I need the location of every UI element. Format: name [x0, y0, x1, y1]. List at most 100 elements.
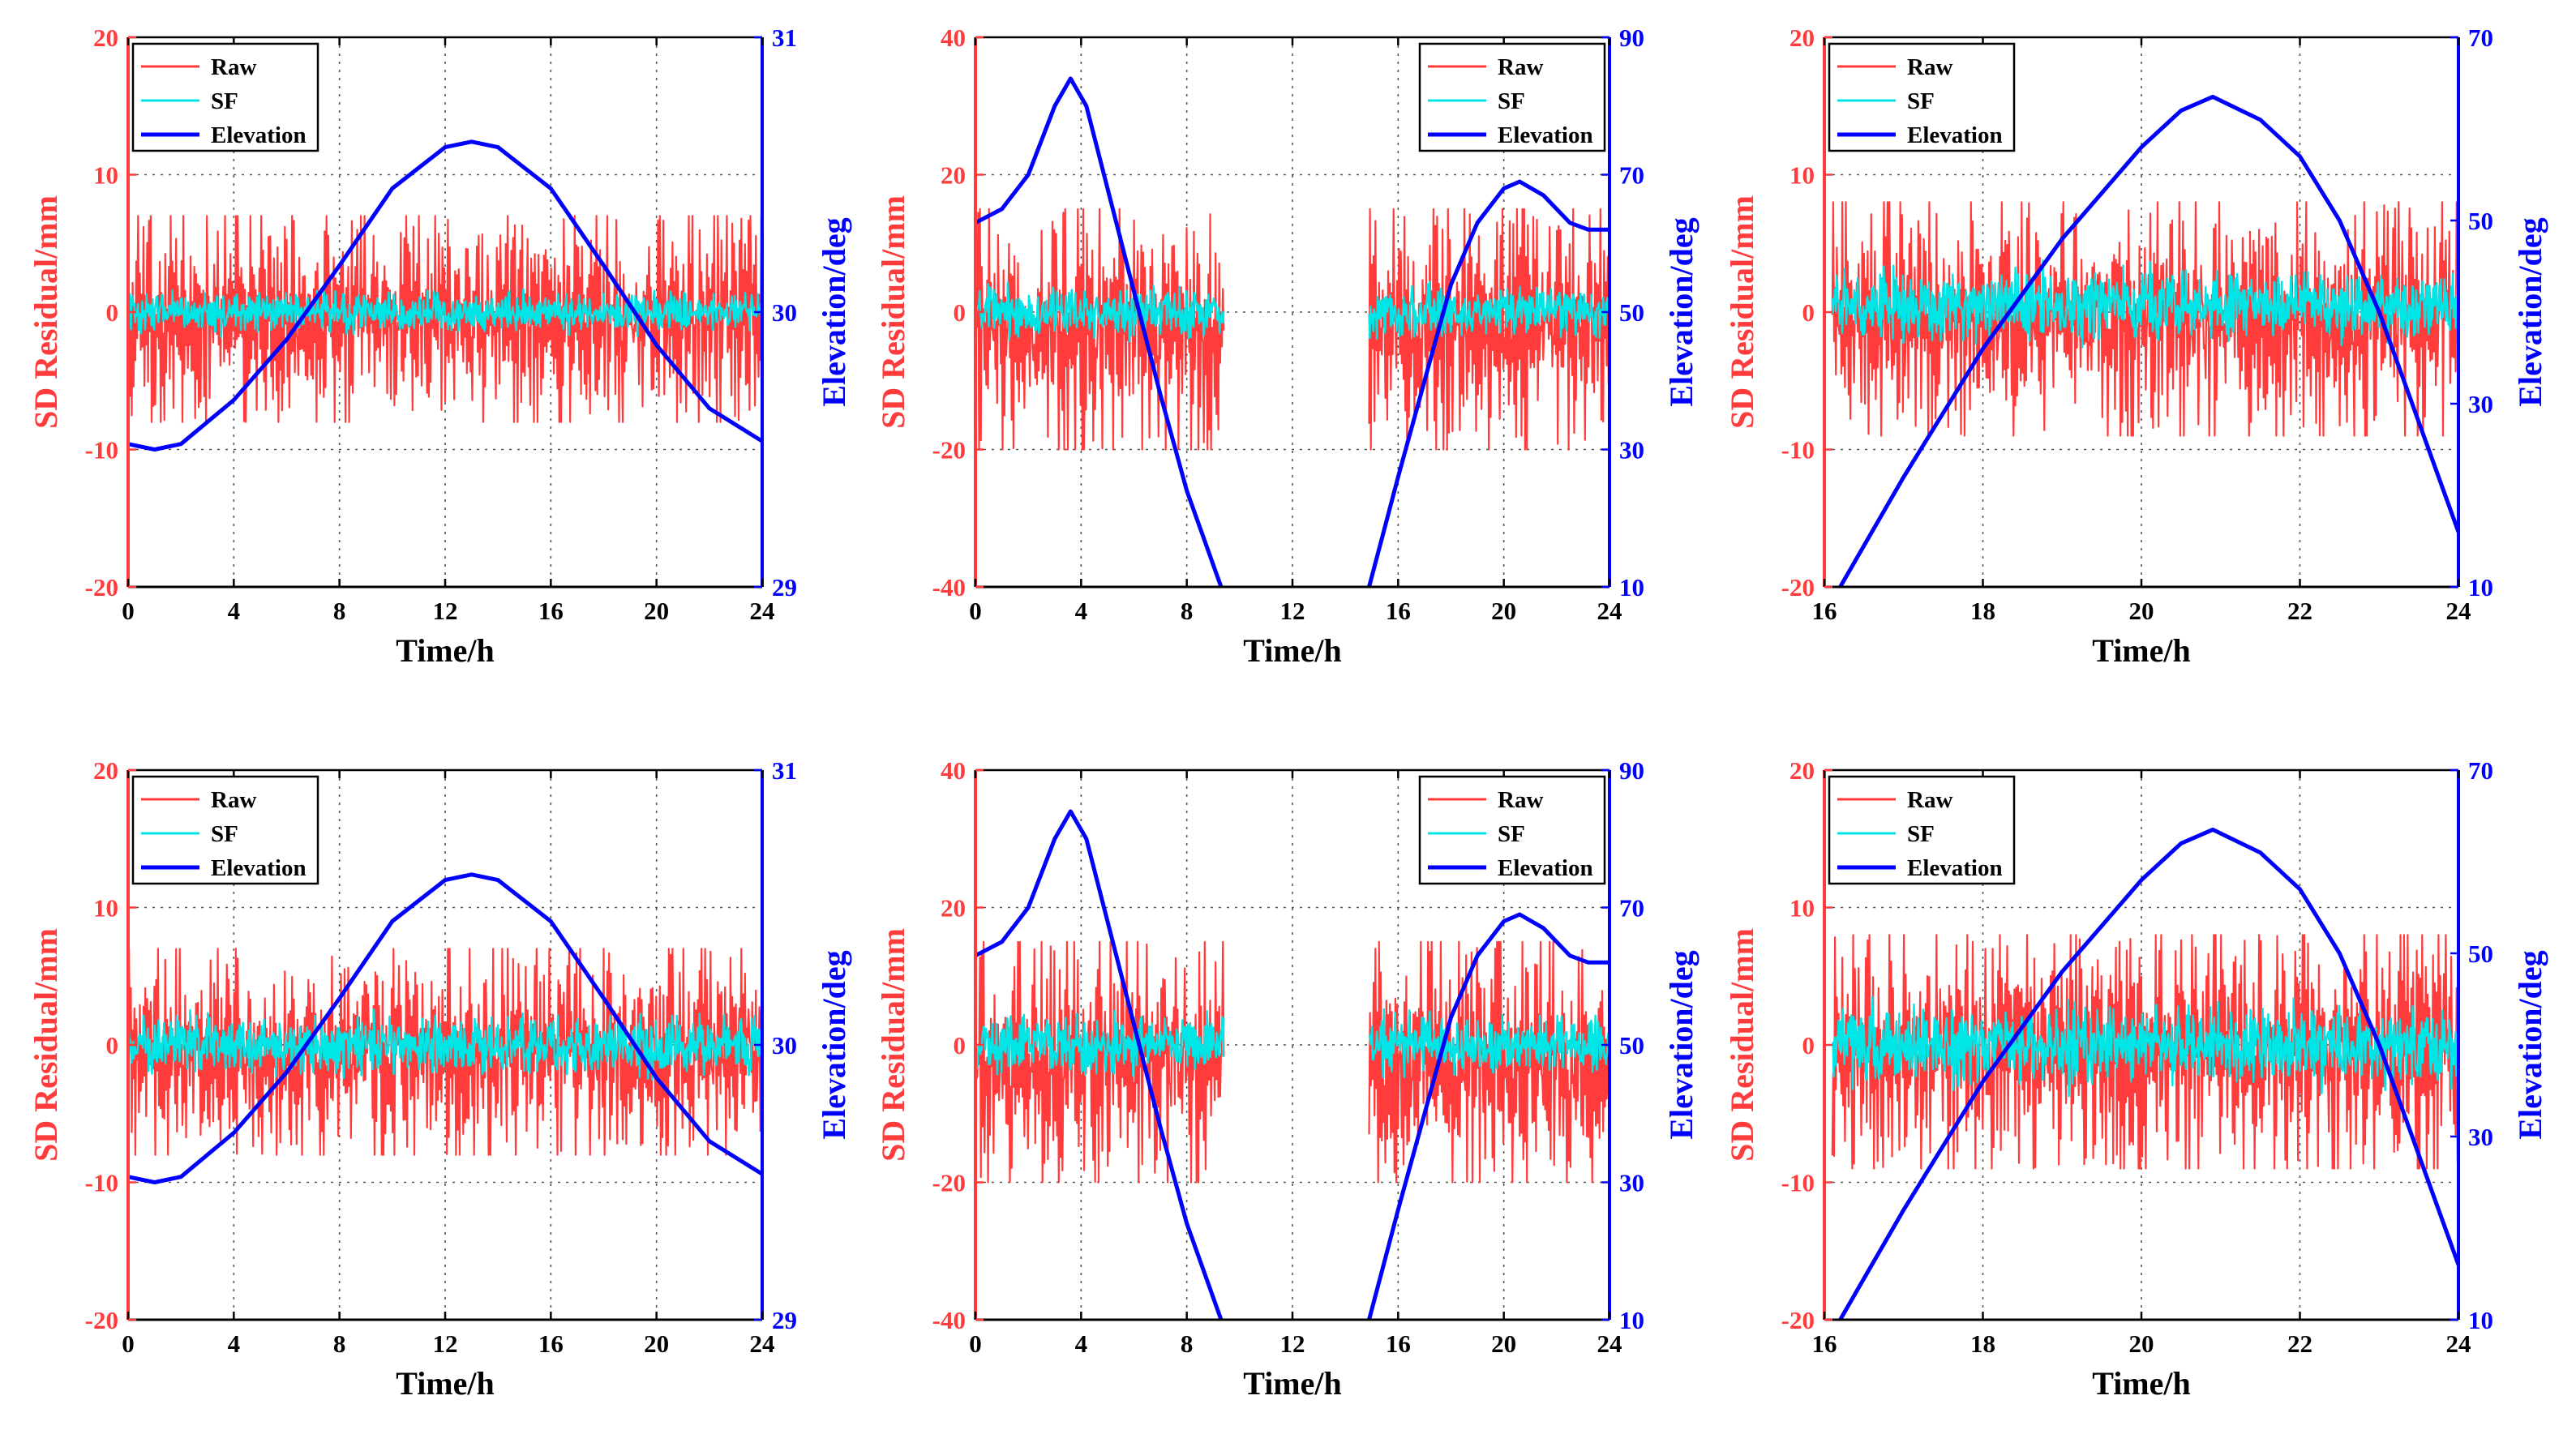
- y-tick-label-right: 30: [772, 298, 797, 327]
- y-tick-label-right: 70: [1619, 161, 1644, 190]
- x-tick-label: 16: [538, 1329, 564, 1358]
- plot-area: [975, 809, 1609, 1320]
- y-tick-label-left: 0: [106, 298, 119, 327]
- y-tick-label-right: 29: [772, 573, 797, 601]
- x-tick-label: 8: [333, 597, 346, 625]
- y-tick-label-right: 70: [2468, 24, 2493, 52]
- x-tick-label: 20: [644, 597, 669, 625]
- plot-area: [128, 139, 762, 452]
- y-tick-label-left: -10: [1781, 1169, 1815, 1197]
- x-tick-label: 16: [1812, 597, 1837, 625]
- y-tick-label-right: 70: [1619, 894, 1644, 923]
- legend-label-raw: Raw: [1907, 787, 1952, 813]
- x-tick-label: 16: [538, 597, 564, 625]
- legend: Raw SF Elevation: [1418, 42, 1606, 152]
- legend: Raw SF Elevation: [1828, 42, 2016, 152]
- series-raw: [975, 208, 1609, 451]
- y-axis-label-right: Elevation/deg: [1663, 950, 1699, 1139]
- series-elevation: [128, 872, 762, 1184]
- x-tick-label: 8: [333, 1329, 346, 1358]
- x-tick-label: 12: [433, 1329, 458, 1358]
- x-tick-label: 24: [750, 1329, 775, 1358]
- y-axis-label-left: SD Residual/mm: [875, 195, 911, 429]
- series-elevation: [1838, 827, 2458, 1320]
- y-tick-label-right: 29: [772, 1306, 797, 1334]
- legend-label-raw: Raw: [1498, 787, 1543, 813]
- y-tick-label-left: 40: [941, 756, 966, 785]
- y-tick-label-right: 30: [2468, 390, 2493, 418]
- y-tick-label-left: -20: [932, 436, 966, 464]
- x-tick-label: 20: [644, 1329, 669, 1358]
- y-tick-label-left: 20: [1789, 756, 1815, 785]
- x-tick-label: 12: [433, 597, 458, 625]
- chart-panel-6: 16 18 20 22 24 -20 -10 0 10 20 10 30 50 70 Time/h SD Re…: [1724, 756, 2548, 1402]
- y-tick-label-left: 20: [1789, 24, 1815, 52]
- x-axis-label: Time/h: [1243, 632, 1342, 669]
- x-tick-label: 0: [122, 597, 135, 625]
- plot-area: [1831, 94, 2458, 587]
- legend-label-sf: SF: [1907, 821, 1935, 847]
- y-tick-label-right: 50: [1619, 298, 1644, 327]
- legend: Raw SF Elevation: [1418, 775, 1606, 885]
- x-tick-label: 20: [1491, 1329, 1516, 1358]
- series-sf: [1831, 995, 2458, 1098]
- y-tick-label-right: 50: [2468, 207, 2493, 235]
- y-tick-label-left: 0: [106, 1031, 119, 1060]
- legend-label-elevation: Elevation: [1498, 855, 1593, 881]
- x-tick-label: 0: [122, 1329, 135, 1358]
- x-axis-label: Time/h: [2092, 1365, 2191, 1402]
- y-axis-label-left: SD Residual/mm: [875, 928, 911, 1162]
- legend-label-raw: Raw: [211, 54, 256, 80]
- plot-area: [1831, 827, 2458, 1320]
- y-tick-label-left: 20: [93, 24, 118, 52]
- y-tick-label-left: 10: [93, 161, 118, 190]
- y-tick-label-right: 10: [1619, 1306, 1644, 1334]
- x-tick-label: 0: [969, 597, 982, 625]
- chart-panel-5: 0 4 8 12 16 20 24 -40 -20 0 20 40 10 30 50 70 90 Time/h SD…: [875, 756, 1699, 1402]
- x-tick-label: 24: [1597, 1329, 1622, 1358]
- y-axis-label-right: Elevation/deg: [816, 217, 852, 406]
- series-raw: [1831, 201, 2458, 437]
- y-tick-label-right: 31: [772, 756, 797, 785]
- y-tick-label-right: 10: [2468, 1306, 2493, 1334]
- x-tick-label: 4: [1075, 597, 1088, 625]
- y-tick-label-left: 0: [1802, 1031, 1815, 1060]
- y-tick-label-left: 0: [1802, 298, 1815, 327]
- y-tick-label-right: 30: [2468, 1123, 2493, 1151]
- x-tick-label: 20: [1491, 597, 1516, 625]
- legend-label-sf: SF: [211, 821, 238, 847]
- y-tick-label-right: 90: [1619, 756, 1644, 785]
- x-tick-label: 16: [1386, 1329, 1411, 1358]
- y-tick-label-left: -10: [1781, 436, 1815, 464]
- y-tick-label-left: -20: [85, 1306, 118, 1334]
- legend-label-raw: Raw: [211, 787, 256, 813]
- x-tick-label: 4: [228, 1329, 241, 1358]
- y-tick-label-right: 10: [1619, 573, 1644, 601]
- legend-label-sf: SF: [1498, 88, 1525, 114]
- y-tick-label-left: 10: [1789, 161, 1815, 190]
- chart-panel-1: 0 4 8 12 16 20 24 -20 -10 0 10 20 29 30 31 Time/h SD Res…: [28, 24, 852, 669]
- legend-label-sf: SF: [1907, 88, 1935, 114]
- series-elevation: [128, 139, 762, 452]
- y-tick-label-right: 10: [2468, 573, 2493, 601]
- x-axis-label: Time/h: [396, 632, 495, 669]
- y-tick-label-right: 50: [2468, 940, 2493, 968]
- series-sf: [1831, 259, 2458, 349]
- y-tick-label-left: -10: [85, 436, 118, 464]
- legend-label-raw: Raw: [1498, 54, 1543, 80]
- x-tick-label: 8: [1181, 597, 1194, 625]
- x-tick-label: 24: [2446, 597, 2471, 625]
- chart-panel-4: 0 4 8 12 16 20 24 -20 -10 0 10 20 29 30 31 Time/h SD Res…: [28, 756, 852, 1402]
- y-axis-label-left: SD Residual/mm: [1724, 195, 1760, 429]
- legend-label-elevation: Elevation: [211, 122, 306, 148]
- y-tick-label-left: -40: [932, 573, 966, 601]
- y-axis-label-right: Elevation/deg: [2512, 217, 2548, 406]
- y-tick-label-left: 20: [941, 894, 966, 923]
- y-tick-label-left: -20: [1781, 573, 1815, 601]
- x-tick-label: 24: [750, 597, 775, 625]
- x-tick-label: 20: [2129, 597, 2154, 625]
- y-axis-label-right: Elevation/deg: [816, 950, 852, 1139]
- x-tick-label: 18: [1970, 1329, 1995, 1358]
- x-tick-label: 12: [1280, 1329, 1305, 1358]
- x-tick-label: 8: [1181, 1329, 1194, 1358]
